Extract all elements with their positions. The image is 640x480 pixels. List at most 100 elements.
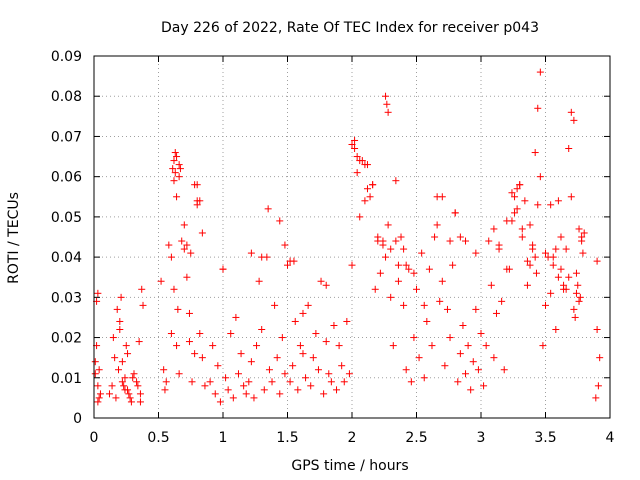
data-point [138,285,146,293]
data-point [425,265,433,273]
data-point [580,229,588,237]
data-point [180,245,188,253]
data-point [170,177,178,185]
data-point [161,386,169,394]
data-point [492,309,500,317]
data-point [242,390,250,398]
data-point [513,185,521,193]
y-tick-labels: 0 0.01 0.02 0.03 0.04 0.05 0.06 0.07 0.08 0.09 [51,49,82,427]
data-point [250,394,258,402]
data-point [415,354,423,362]
data-point [348,261,356,269]
data-point [410,269,418,277]
data-point [314,366,322,374]
data-point [565,273,573,281]
data-point [361,161,369,169]
data-point [402,366,410,374]
data-point [130,370,138,378]
data-point [170,285,178,293]
data-point [317,277,325,285]
y-axis-label: ROTI / TECUs [6,192,22,284]
y-tick-label: 0 [73,411,82,427]
y-tick-label: 0.05 [51,210,82,226]
data-point [325,370,333,378]
data-point [508,189,516,197]
data-point [224,386,232,394]
data-point [593,326,601,334]
data-point [229,394,237,402]
data-point [109,334,117,342]
data-point [594,382,602,390]
data-point [124,350,132,358]
data-point [95,366,103,374]
data-point [139,301,147,309]
data-point [542,249,549,257]
data-point [348,140,356,148]
data-point [570,305,578,313]
data-point [185,338,193,346]
data-point [549,261,557,269]
y-tick-label: 0.02 [51,331,82,347]
y-tick-label: 0.01 [51,371,82,387]
data-point [173,193,181,201]
data-point [394,261,402,269]
data-point [498,297,506,305]
data-point [521,197,529,205]
data-point [554,197,562,205]
data-point [387,293,395,301]
data-point [211,390,219,398]
data-point [165,241,173,249]
y-tick-label: 0.03 [51,290,82,306]
data-point [480,382,488,390]
data-point [227,330,235,338]
data-point [173,153,181,161]
data-point [418,249,426,257]
data-point [187,249,195,257]
data-point [302,374,310,382]
data-point [96,390,104,398]
x-tick-label: 1.5 [276,430,298,446]
data-point [356,157,364,165]
data-point [174,305,182,313]
data-point [571,313,579,321]
data-point [428,342,436,350]
data-point [462,237,470,245]
data-point [523,257,531,265]
data-point [171,169,179,177]
data-point [108,382,116,390]
data-point [443,305,451,313]
x-tick-label: 0 [90,430,99,446]
data-point [322,281,330,289]
data-point [125,390,133,398]
data-point [216,398,224,406]
data-point [113,305,121,313]
data-point [180,221,188,229]
data-point [438,193,446,201]
data-point [281,241,289,249]
data-point [124,386,132,394]
data-point [392,237,400,245]
data-point [133,378,141,386]
x-tick-label: 3 [477,430,486,446]
data-point [420,374,428,382]
data-point [201,382,209,390]
data-point [518,233,526,241]
data-point [511,209,519,217]
data-point [547,201,555,209]
data-point [135,338,143,346]
data-point [134,382,142,390]
data-point [173,342,181,350]
data-point [162,378,170,386]
data-point [456,233,464,241]
data-point [127,398,135,406]
data-point [175,161,183,169]
data-point [575,225,583,233]
data-point [562,285,570,293]
data-point [513,205,521,213]
data-point [552,245,560,253]
data-point [482,342,490,350]
data-point [118,378,126,386]
data-point [523,281,531,289]
data-point [379,237,387,245]
data-point [472,305,480,313]
